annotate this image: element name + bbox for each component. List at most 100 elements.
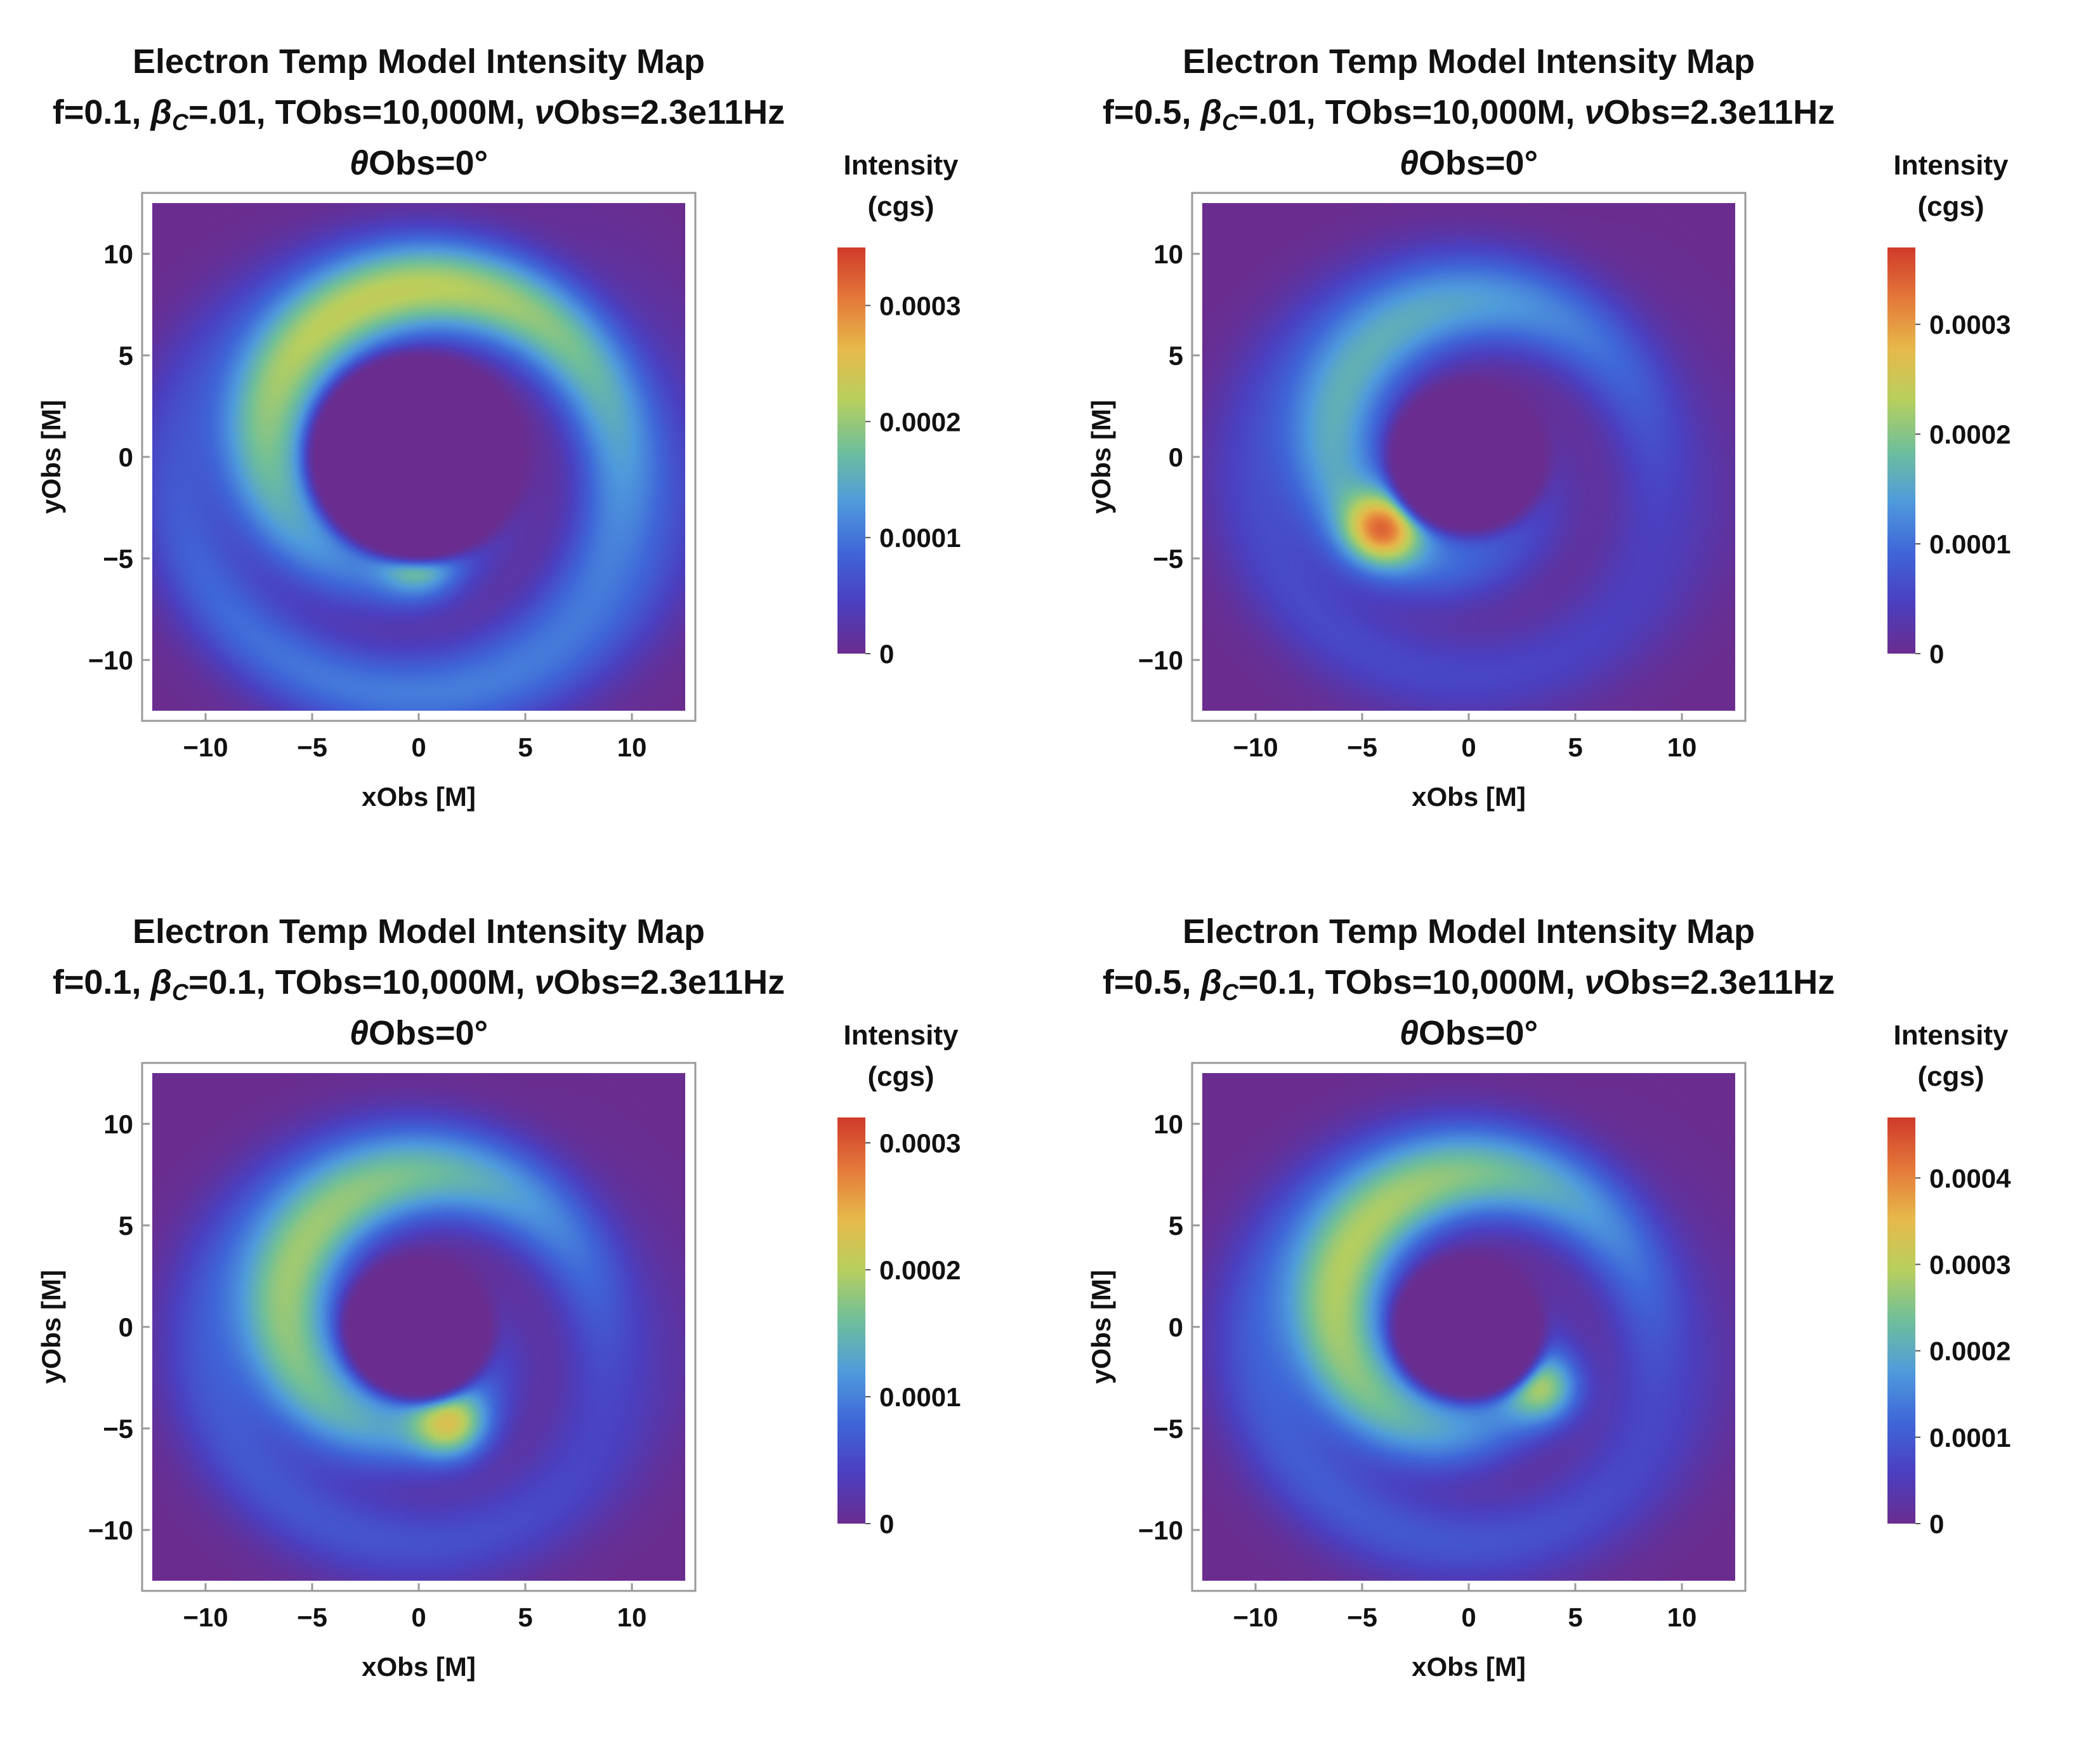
x-tick-label: 0 <box>1461 1602 1476 1632</box>
x-tick-label: −10 <box>183 732 228 762</box>
x-axis-label: xObs [M] <box>362 1652 476 1682</box>
colorbar-tick-label: 0.0003 <box>1929 310 2011 339</box>
x-tick-label: −5 <box>297 1602 327 1632</box>
y-axis-label: yObs [M] <box>36 400 66 514</box>
chart-title: Electron Temp Model Intensity Map <box>1183 913 1755 951</box>
y-tick-label: −10 <box>88 1515 133 1545</box>
chart-panel-1: Electron Temp Model Intensity Map f=0.1, … <box>0 0 1050 870</box>
x-tick-label: −5 <box>1347 1602 1377 1632</box>
x-tick-label: −5 <box>297 732 327 762</box>
colorbar-tick-label: 0.0003 <box>879 1128 961 1158</box>
x-tick-label: −10 <box>1233 1602 1278 1632</box>
colorbar-tick-label: 0 <box>879 1509 894 1539</box>
chart-panel-4: Electron Temp Model Intensity Map f=0.5, … <box>1050 870 2100 1740</box>
y-tick-label: 5 <box>119 341 133 371</box>
x-tick-label: 10 <box>617 732 647 762</box>
chart-panel-2: Electron Temp Model Intensity Map f=0.5, … <box>1050 0 2100 870</box>
colorbar-tick-label: 0.0003 <box>879 291 961 320</box>
colorbar-tick-label: 0 <box>1929 1509 1944 1539</box>
colorbar <box>837 1117 865 1524</box>
colorbar-tick-label: 0.0001 <box>1929 529 2011 559</box>
x-tick-label: 5 <box>1568 1602 1582 1632</box>
colorbar-tick-label: 0.0001 <box>1929 1423 2011 1453</box>
y-tick-label: 5 <box>1169 341 1183 371</box>
heatmap-image <box>1202 1073 1735 1581</box>
colorbar-tick-label: 0.0002 <box>879 407 961 437</box>
heatmap-image <box>1202 203 1735 711</box>
y-tick-label: 0 <box>1169 1312 1183 1342</box>
chart-subtitle: f=0.5, βC=.01, TObs=10,000M, νObs=2.3e11… <box>1103 93 1835 135</box>
chart-panel-3: Electron Temp Model Intensity Map f=0.1, … <box>0 870 1050 1740</box>
colorbar-title: Intensity <box>844 150 959 181</box>
x-tick-label: 5 <box>1568 732 1582 762</box>
x-tick-label: 10 <box>1667 1602 1697 1632</box>
colorbar-title: Intensity <box>844 1020 959 1051</box>
colorbar-units: (cgs) <box>867 1061 934 1092</box>
chart-title: Electron Temp Model Intensity Map <box>133 913 705 951</box>
y-tick-label: 0 <box>1169 442 1183 472</box>
colorbar-tick-label: 0.0003 <box>1929 1249 2011 1279</box>
y-axis-label: yObs [M] <box>36 1270 66 1384</box>
chart-subtitle: f=0.1, βC=0.1, TObs=10,000M, νObs=2.3e11… <box>53 963 785 1005</box>
x-axis-label: xObs [M] <box>362 782 476 812</box>
x-tick-label: 0 <box>1461 732 1476 762</box>
heatmap-image <box>152 1073 685 1581</box>
x-tick-label: 5 <box>518 732 532 762</box>
colorbar-title: Intensity <box>1894 150 2009 181</box>
y-axis-label: yObs [M] <box>1086 1270 1116 1384</box>
y-tick-label: −10 <box>88 645 133 675</box>
colorbar-title: Intensity <box>1894 1020 2009 1051</box>
chart-svg: Electron Temp Model Intensity Map f=0.1, … <box>36 913 961 1682</box>
colorbar-tick-label: 0.0002 <box>879 1255 961 1285</box>
y-tick-label: −5 <box>103 544 133 574</box>
colorbar-units: (cgs) <box>867 191 934 222</box>
colorbar-units: (cgs) <box>1917 191 1984 222</box>
chart-svg: Electron Temp Model Intensity Map f=0.5, … <box>1086 43 2011 812</box>
chart-svg: Electron Temp Model Intensity Map f=0.1, … <box>36 43 961 812</box>
x-tick-label: 0 <box>411 732 426 762</box>
colorbar-tick-label: 0.0001 <box>879 1382 961 1412</box>
chart-subtitle-theta: θObs=0° <box>1400 1014 1538 1052</box>
y-tick-label: 10 <box>1153 1109 1183 1139</box>
y-tick-label: 0 <box>119 442 133 472</box>
chart-svg: Electron Temp Model Intensity Map f=0.5, … <box>1086 913 2011 1682</box>
heatmap-image <box>152 203 685 711</box>
x-tick-label: 10 <box>1667 732 1697 762</box>
y-tick-label: −10 <box>1138 1515 1183 1545</box>
x-tick-label: −5 <box>1347 732 1377 762</box>
colorbar-units: (cgs) <box>1917 1061 1984 1092</box>
colorbar-tick-label: 0.0001 <box>879 523 961 553</box>
chart-subtitle-theta: θObs=0° <box>1400 144 1538 182</box>
y-tick-label: −5 <box>1153 544 1183 574</box>
x-axis-label: xObs [M] <box>1412 782 1526 812</box>
colorbar <box>1887 1117 1915 1524</box>
colorbar-tick-label: 0.0004 <box>1929 1163 2011 1193</box>
y-tick-label: −5 <box>103 1414 133 1444</box>
y-tick-label: 10 <box>103 239 133 269</box>
y-tick-label: −10 <box>1138 645 1183 675</box>
x-tick-label: 0 <box>411 1602 426 1632</box>
y-tick-label: 5 <box>1169 1211 1183 1241</box>
chart-title: Electron Temp Model Intensity Map <box>1183 43 1755 81</box>
chart-subtitle: f=0.5, βC=0.1, TObs=10,000M, νObs=2.3e11… <box>1103 963 1835 1005</box>
chart-subtitle-theta: θObs=0° <box>350 144 488 182</box>
colorbar-tick-label: 0.0002 <box>1929 1336 2011 1366</box>
colorbar-tick-label: 0.0002 <box>1929 419 2011 449</box>
x-tick-label: −10 <box>183 1602 228 1632</box>
colorbar-tick-label: 0 <box>1929 639 1944 669</box>
y-tick-label: 0 <box>119 1312 133 1342</box>
chart-subtitle: f=0.1, βC=.01, TObs=10,000M, νObs=2.3e11… <box>53 93 785 135</box>
colorbar <box>837 247 865 654</box>
chart-subtitle-theta: θObs=0° <box>350 1014 488 1052</box>
x-axis-label: xObs [M] <box>1412 1652 1526 1682</box>
x-tick-label: 5 <box>518 1602 532 1632</box>
y-tick-label: 5 <box>119 1211 133 1241</box>
colorbar-tick-label: 0 <box>879 639 894 669</box>
x-tick-label: −10 <box>1233 732 1278 762</box>
chart-title: Electron Temp Model Intensity Map <box>133 43 705 81</box>
y-tick-label: 10 <box>1153 239 1183 269</box>
x-tick-label: 10 <box>617 1602 647 1632</box>
y-tick-label: 10 <box>103 1109 133 1139</box>
colorbar <box>1887 247 1915 654</box>
y-tick-label: −5 <box>1153 1414 1183 1444</box>
